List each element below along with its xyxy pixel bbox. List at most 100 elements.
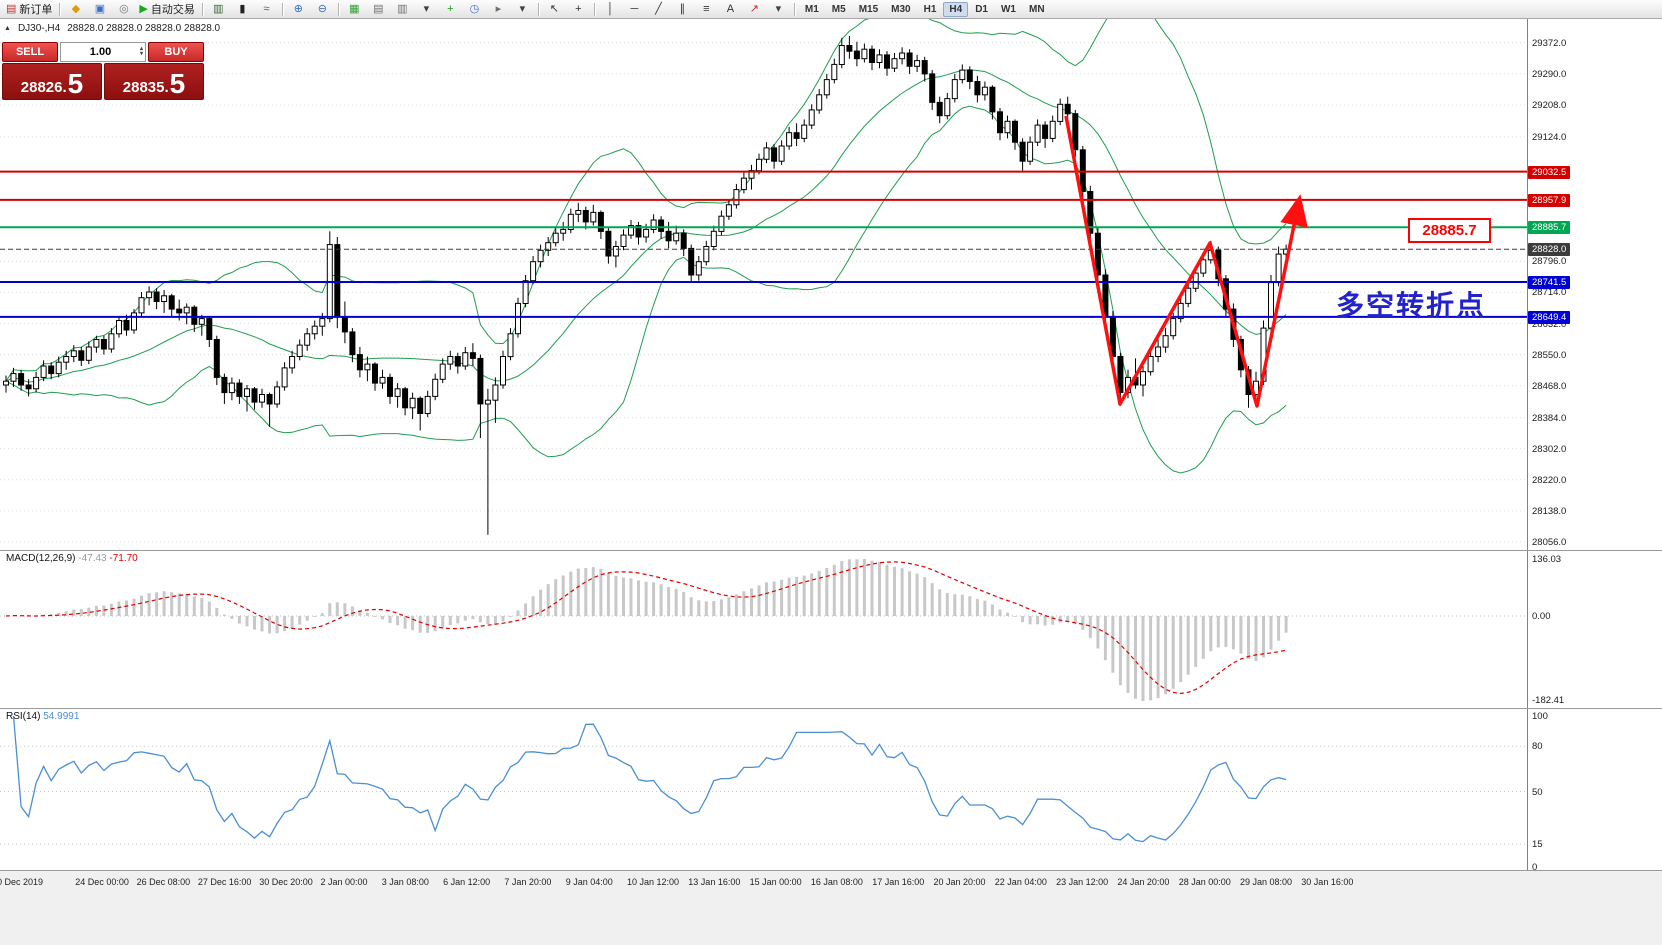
crosshair-icon-glyph: + — [575, 2, 582, 15]
charts-icon-glyph: ▣ — [94, 2, 106, 15]
zoom-in-icon[interactable]: ⊕ — [287, 1, 310, 17]
macd-signal-value: -71.70 — [109, 553, 138, 564]
time-axis-label: 23 Jan 12:00 — [1056, 877, 1109, 887]
rsi-panel[interactable] — [0, 709, 1528, 870]
text-label-icon[interactable]: A — [719, 1, 742, 17]
macd-name: MACD(12,26,9) — [6, 553, 76, 564]
tile-windows-icon-glyph: ▦ — [349, 2, 360, 15]
profiles-icon-glyph: ◆ — [71, 2, 81, 15]
cn-annotation-text[interactable]: 多空转折点 — [1336, 290, 1487, 321]
macd-main-value: -47.43 — [78, 553, 107, 564]
rsi-name: RSI(14) — [6, 711, 41, 722]
tf-m30[interactable]: M30 — [891, 3, 911, 15]
autotrading-button-label: 自动交易 — [150, 4, 195, 16]
horizontal-line-icon[interactable]: ─ — [623, 1, 646, 17]
crosshair-icon[interactable]: + — [567, 1, 590, 17]
time-axis-label: 15 Jan 00:00 — [749, 877, 802, 887]
price-annotation-box[interactable]: 28885.7 — [1408, 218, 1491, 243]
add-indicator-icon-glyph: + — [447, 2, 454, 15]
time-axis[interactable]: 20 Dec 2019 24 Dec 00:00 26 Dec 08:00 27 De… — [0, 871, 1662, 945]
one-click-collapse-icon[interactable]: ▲ — [4, 25, 11, 32]
toolbar-separator — [59, 2, 61, 16]
vertical-line-icon[interactable]: │ — [599, 1, 622, 17]
tf-w1[interactable]: W1 — [1000, 3, 1016, 15]
main-chart[interactable] — [0, 19, 1528, 550]
time-axis-label: 16 Jan 08:00 — [810, 877, 863, 887]
macd-rsi-splitter[interactable] — [0, 708, 1662, 709]
time-axis-label: 30 Dec 20:00 — [259, 877, 313, 887]
buy-price-main: 28835. — [122, 79, 169, 96]
toolbar-separator — [537, 2, 539, 16]
volume-spinner[interactable]: ▴ ▾ — [139, 46, 143, 57]
ohlc-values: 28828.0 28828.0 28828.0 28828.0 — [67, 23, 221, 34]
arrow-objects-icon[interactable]: ↗ — [743, 1, 766, 17]
bar-chart-icon[interactable]: ▥ — [207, 1, 230, 17]
period-clock-icon[interactable]: ◷ — [463, 1, 486, 17]
tile-windows-icon[interactable]: ▦ — [343, 1, 366, 17]
profiles-icon[interactable]: ◆ — [64, 1, 87, 17]
buy-button[interactable]: BUY — [148, 42, 204, 62]
vertical-line-icon-glyph: │ — [606, 2, 614, 15]
tf-m1[interactable]: M1 — [804, 3, 819, 15]
cursor-icon-glyph: ↖ — [549, 2, 559, 15]
horizontal-line-icon-glyph: ─ — [630, 2, 639, 15]
fibonacci-icon-glyph: ≡ — [703, 2, 710, 15]
tf-h1[interactable]: H1 — [923, 3, 937, 15]
time-axis-label: 17 Jan 16:00 — [872, 877, 925, 887]
indicators-list-icon[interactable]: ▤ — [367, 1, 390, 17]
windows-dropdown-icon[interactable]: ▾ — [415, 1, 438, 17]
new-order-button[interactable]: ▤ 新订单 — [3, 1, 55, 17]
line-chart-icon-glyph: ≈ — [263, 2, 270, 15]
macd-panel[interactable] — [0, 551, 1528, 708]
zoom-out-icon[interactable]: ⊖ — [311, 1, 334, 17]
toolbar-separator — [793, 2, 795, 16]
toolbar-separator — [337, 2, 339, 16]
buy-price-pip: 5 — [169, 67, 186, 99]
symbol-ohlc-line: ▲ DJ30-,H4 28828.0 28828.0 28828.0 28828… — [4, 23, 220, 34]
autoscroll-icon[interactable]: ▸ — [487, 1, 510, 17]
time-axis-label: 29 Jan 08:00 — [1240, 877, 1293, 887]
text-label-icon-glyph: A — [726, 2, 735, 15]
candlestick-chart-icon[interactable]: ▮ — [231, 1, 254, 17]
spinner-up-icon[interactable]: ▴ — [139, 46, 143, 52]
time-axis-label: 6 Jan 12:00 — [443, 877, 491, 887]
tf-m5[interactable]: M5 — [831, 3, 846, 15]
add-indicator-icon[interactable]: + — [439, 1, 462, 17]
shift-dropdown-icon-glyph: ▾ — [519, 2, 526, 15]
cursor-icon[interactable]: ↖ — [543, 1, 566, 17]
buy-price[interactable]: 28835. 5 — [104, 63, 204, 100]
sell-price[interactable]: 28826. 5 — [2, 63, 102, 100]
tf-d1[interactable]: D1 — [975, 3, 988, 15]
time-axis-label: 2 Jan 00:00 — [320, 877, 368, 887]
period-clock-icon-glyph: ◷ — [469, 2, 480, 15]
one-click-trading-panel: SELL 1.00 ▴ ▾ BUY 28826. 5 28835. 5 — [2, 42, 204, 100]
templates-icon-glyph: ▥ — [397, 2, 408, 15]
templates-icon[interactable]: ▥ — [391, 1, 414, 17]
zoom-out-icon-glyph: ⊖ — [317, 2, 327, 15]
sell-button[interactable]: SELL — [2, 42, 58, 62]
toolbar-separator — [281, 2, 283, 16]
toolbar-separator — [593, 2, 595, 16]
line-chart-icon[interactable]: ≈ — [255, 1, 278, 17]
price-axis[interactable] — [1527, 19, 1662, 871]
bar-chart-icon-glyph: ▥ — [213, 2, 224, 15]
time-axis-label: 13 Jan 16:00 — [688, 877, 741, 887]
shift-dropdown-icon[interactable]: ▾ — [511, 1, 534, 17]
trendline-icon[interactable]: ╱ — [647, 1, 670, 17]
spinner-down-icon[interactable]: ▾ — [139, 51, 143, 57]
objects-dropdown-icon[interactable]: ▾ — [767, 1, 790, 17]
tf-m15[interactable]: M15 — [858, 3, 879, 15]
new-order-button-glyph: ▤ — [6, 2, 17, 15]
time-axis-label: 28 Jan 00:00 — [1178, 877, 1231, 887]
refresh-icon[interactable]: ◎ — [112, 1, 135, 17]
fibonacci-icon[interactable]: ≡ — [695, 1, 718, 17]
chart-macd-splitter[interactable] — [0, 550, 1662, 551]
tf-mn[interactable]: MN — [1028, 3, 1045, 15]
arrow-objects-icon-glyph: ↗ — [749, 2, 759, 15]
indicators-list-icon-glyph: ▤ — [373, 2, 384, 15]
charts-icon[interactable]: ▣ — [88, 1, 111, 17]
tf-h4[interactable]: H4 — [943, 1, 969, 17]
autotrading-button[interactable]: ▶ 自动交易 — [136, 1, 197, 17]
channel-icon[interactable]: ∥ — [671, 1, 694, 17]
volume-input[interactable]: 1.00 ▴ ▾ — [60, 42, 146, 62]
